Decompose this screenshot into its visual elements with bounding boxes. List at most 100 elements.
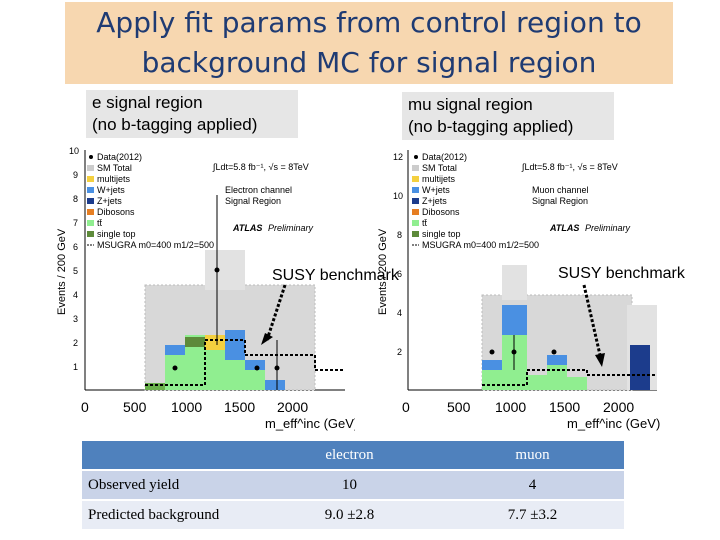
mu-data-point — [489, 349, 495, 355]
e-ytick-5: 5 — [73, 266, 78, 276]
mu-y-ticks: 2 4 6 8 10 12 — [393, 152, 403, 357]
e-y-axis-label: Events / 200 GeV — [56, 228, 68, 315]
e-region-label: Signal Region — [225, 196, 281, 206]
slide-title-line2: background MC for signal region — [141, 46, 597, 79]
e-y-ticks: 1 2 3 4 5 6 7 8 9 10 — [69, 146, 79, 372]
mu-ytick: 6 — [397, 269, 402, 279]
mu-lumi-label: ∫Ldt=5.8 fb⁻¹, √s = 8TeV — [521, 162, 618, 172]
mu-x-ticks: 0 500 1000 1500 2000 — [402, 399, 634, 415]
mu-data-point — [551, 349, 557, 355]
e-bar — [185, 337, 205, 347]
e-bar — [265, 380, 285, 390]
mu-region-label: Signal Region — [532, 196, 588, 206]
e-legend: Data(2012) SM Total multijets W+jets Z+j… — [87, 152, 214, 250]
e-legend-item: W+jets — [97, 185, 125, 195]
mu-atlas-label: ATLAS — [549, 223, 579, 233]
mu-bar — [527, 375, 547, 390]
mu-signal-caption-line1: mu signal region — [408, 95, 533, 114]
e-x-axis-label: m_eff^inc (GeV) — [265, 416, 355, 431]
mu-legend-item: single top — [422, 229, 461, 239]
table-row-label: Observed yield — [82, 469, 258, 501]
e-x-ticks: 0 500 1000 1500 2000 — [81, 399, 308, 415]
e-bar — [205, 350, 225, 390]
e-signal-caption-line2: (no b-tagging applied) — [92, 115, 258, 134]
mu-y-axis-label: Events / 200 GeV — [377, 228, 389, 315]
mu-bar — [630, 345, 650, 390]
mu-bar — [482, 360, 502, 370]
e-data-point — [254, 365, 260, 371]
mu-xtick: 1500 — [549, 399, 580, 415]
e-bar — [205, 335, 225, 350]
mu-legend-item: SM Total — [422, 163, 457, 173]
e-ytick-7: 7 — [73, 218, 78, 228]
e-ytick-9: 9 — [73, 170, 78, 180]
e-arrow-head — [261, 333, 273, 345]
e-xtick: 1000 — [171, 399, 202, 415]
e-legend-swatch — [87, 176, 94, 182]
mu-bar — [567, 377, 587, 390]
e-legend-item: tt̄ — [97, 218, 103, 228]
mu-legend-marker — [414, 155, 418, 159]
mu-channel-label: Muon channel — [532, 185, 589, 195]
mu-annotation-arrow — [582, 284, 602, 356]
mu-susy-line — [482, 369, 657, 386]
e-ytick-8: 8 — [73, 194, 78, 204]
e-ytick-10: 10 — [69, 146, 79, 156]
mu-prelim-label: Preliminary — [585, 223, 631, 233]
mu-arrow-head — [595, 353, 605, 367]
table-header-electron: electron — [258, 440, 441, 471]
e-data-point — [214, 267, 220, 273]
e-data-points — [172, 195, 280, 390]
mu-ytick: 8 — [397, 230, 402, 240]
mu-ytick: 2 — [397, 347, 402, 357]
e-legend-item: Z+jets — [97, 196, 122, 206]
e-legend-item: single top — [97, 229, 136, 239]
e-ytick-6: 6 — [73, 242, 78, 252]
e-ytick-3: 3 — [73, 314, 78, 324]
mu-legend-swatch — [412, 165, 419, 171]
e-legend-item: MSUGRA m0=400 m1/2=500 — [97, 240, 214, 250]
mu-legend-item: W+jets — [422, 185, 450, 195]
mu-ytick: 12 — [393, 152, 403, 162]
e-ytick-1: 1 — [73, 362, 78, 372]
mu-xtick: 1000 — [495, 399, 526, 415]
e-xtick: 2000 — [277, 399, 308, 415]
e-legend-item: multijets — [97, 174, 131, 184]
e-legend-item: SM Total — [97, 163, 132, 173]
e-legend-item: Data(2012) — [97, 152, 142, 162]
table-cell-muon: 4 — [441, 469, 624, 501]
e-legend-swatch — [87, 165, 94, 171]
mu-bar — [482, 370, 502, 390]
e-signal-caption: e signal region (no b-tagging applied) — [86, 90, 298, 138]
mu-legend-item: MSUGRA m0=400 m1/2=500 — [422, 240, 539, 250]
mu-bar — [502, 305, 527, 335]
table-cell-electron: 10 — [258, 469, 441, 501]
mu-xtick: 0 — [402, 399, 410, 415]
e-xtick: 1500 — [224, 399, 255, 415]
e-susy-line — [145, 339, 345, 386]
mu-legend-swatch — [412, 176, 419, 182]
mu-signal-caption-line2: (no b-tagging applied) — [408, 117, 574, 136]
e-bar — [145, 383, 165, 390]
e-bar — [225, 330, 245, 360]
e-legend-swatch — [87, 209, 94, 215]
electron-channel-histogram: 1 2 3 4 5 6 7 8 9 10 Events / 200 GeV — [56, 146, 355, 431]
e-signal-caption-line1: e signal region — [92, 93, 203, 112]
e-prelim-label: Preliminary — [268, 223, 314, 233]
e-legend-swatch — [87, 187, 94, 193]
e-bar — [185, 335, 205, 390]
mu-legend-swatch — [412, 231, 419, 237]
e-legend-swatch — [87, 198, 94, 204]
mu-legend: Data(2012) SM Total multijets W+jets Z+j… — [412, 152, 539, 250]
e-stacked-bars — [145, 330, 285, 390]
muon-channel-histogram: 2 4 6 8 10 12 Events / 200 GeV Data(2012… — [377, 150, 660, 431]
e-channel-label: Electron channel — [225, 185, 292, 195]
mu-uncertainty-peak — [502, 265, 527, 300]
mu-bar — [547, 355, 567, 365]
table-cell-muon: 7.7 ±3.2 — [441, 499, 624, 531]
e-ytick-4: 4 — [73, 290, 78, 300]
table-header-muon: muon — [441, 440, 624, 471]
mu-legend-item: Dibosons — [422, 207, 460, 217]
e-lumi-label: ∫Ldt=5.8 fb⁻¹, √s = 8TeV — [212, 162, 309, 172]
table-header-blank — [82, 440, 258, 471]
